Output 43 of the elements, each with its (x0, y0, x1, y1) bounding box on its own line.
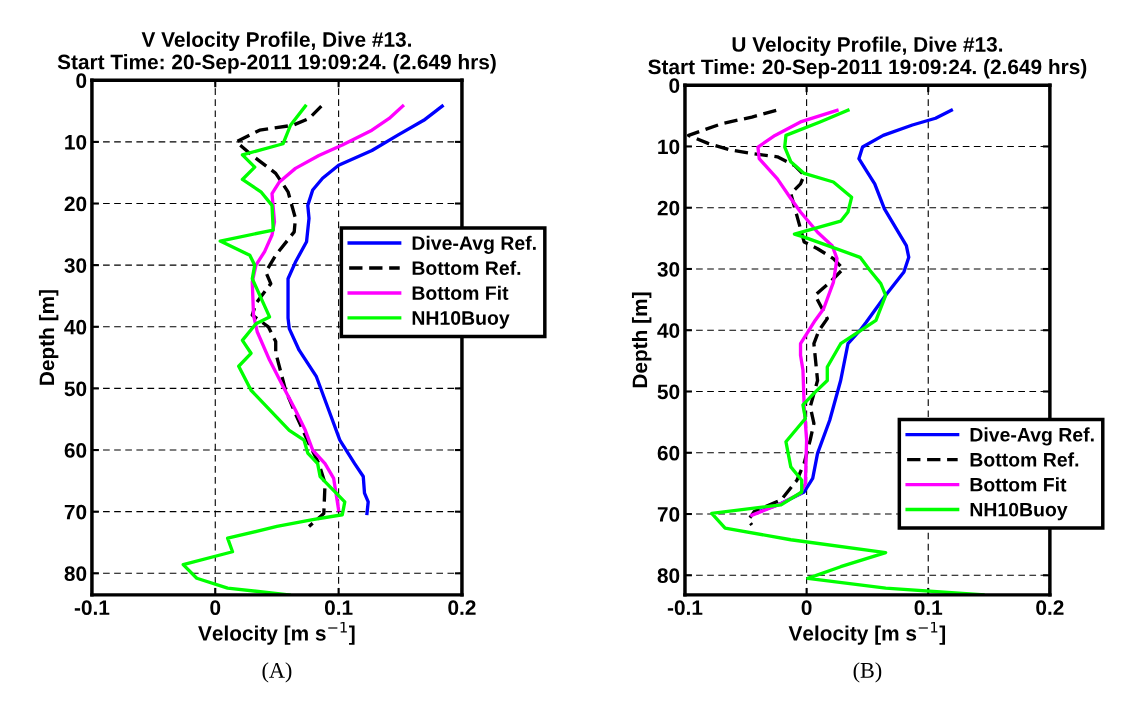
y-tick-label: 0 (669, 78, 680, 93)
y-tick-label: 20 (64, 196, 87, 212)
x-tick-label: 0.2 (1036, 600, 1064, 616)
y-tick-label: 80 (64, 566, 87, 582)
y-tick-label: 30 (64, 258, 87, 273)
x-tick-label: 0.1 (914, 600, 943, 616)
y-tick-label: 0 (76, 73, 87, 89)
y-tick-label: 70 (657, 507, 680, 522)
legend-label: Bottom Ref. (970, 452, 1079, 467)
y-tick-label: 40 (64, 319, 87, 335)
legend-label: NH10Buoy (970, 502, 1068, 521)
y-tick-label: 10 (658, 139, 680, 155)
x-tick-label: -0.1 (667, 600, 703, 616)
text: (A) (262, 662, 292, 683)
x-axis-title: Velocity [m s$^{−1}$] (198, 621, 355, 645)
x-tick-label: -0.1 (74, 600, 110, 616)
y-axis-title: Depth [m] (631, 292, 652, 388)
legend-label: NH10Buoy (412, 311, 510, 329)
y-tick-label: 60 (657, 445, 680, 461)
x-tick-label: 0.1 (324, 600, 353, 616)
legend-label: Dive-Avg Ref. (412, 235, 536, 254)
y-tick-label: 50 (64, 381, 87, 397)
x-axis-title: Velocity [m s$^{−1}$] (788, 621, 946, 645)
legend-label: Dive-Avg Ref. (970, 427, 1094, 446)
y-tick-label: 80 (657, 568, 680, 584)
y-tick-label: 10 (65, 134, 87, 150)
x-tick-label: 0 (801, 600, 812, 616)
y-tick-label: 50 (657, 384, 680, 400)
chart-title: V Velocity Profile, Dive #13. Start Time: 20-Sep-2011 19:09:24. (2.649 hrs) (57, 31, 496, 74)
y-tick-label: 20 (657, 200, 680, 216)
x-tick-label: 0 (210, 600, 221, 616)
line-series (181, 104, 347, 595)
legend-label: Bottom Fit (412, 285, 509, 300)
y-tick-label: 40 (657, 323, 680, 338)
text: (B) (853, 662, 882, 683)
y-tick-label: 70 (64, 504, 87, 520)
chart-title: U Velocity Profile, Dive #13. Start Time: 20-Sep-2011 19:09:24. (2.649 hrs) (648, 36, 1087, 79)
legend-label: Bottom Fit (970, 477, 1067, 492)
y-axis-title: Depth [m] (38, 290, 59, 385)
x-tick-label: 0.2 (448, 600, 476, 616)
y-tick-label: 30 (657, 261, 680, 277)
legend-label: Bottom Ref. (412, 260, 521, 276)
y-tick-label: 60 (64, 443, 87, 458)
